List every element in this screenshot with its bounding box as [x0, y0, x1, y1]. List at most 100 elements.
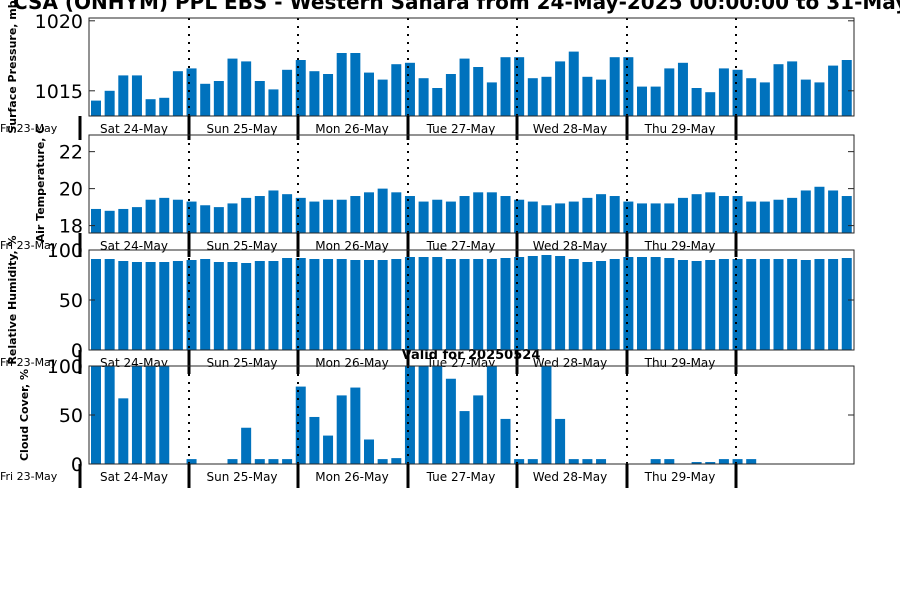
- bar: [364, 192, 374, 233]
- bar: [377, 79, 388, 116]
- bar: [841, 60, 852, 116]
- bar: [309, 201, 320, 233]
- bar: [309, 259, 320, 350]
- bar: [186, 201, 197, 233]
- day-label: Tue 27-May: [426, 122, 496, 136]
- bar: [514, 57, 525, 116]
- bar: [172, 261, 183, 350]
- bar: [486, 192, 497, 233]
- day-label: Sat 24-May: [100, 122, 168, 136]
- bar: [841, 258, 852, 350]
- bar: [555, 61, 566, 116]
- bar: [186, 459, 197, 464]
- bar: [350, 260, 361, 350]
- bar: [459, 196, 470, 233]
- bar: [732, 196, 743, 233]
- axis-box: [88, 365, 855, 465]
- bar: [486, 82, 497, 116]
- bar: [186, 260, 197, 350]
- bar: [104, 259, 115, 350]
- day-label: Tue 27-May: [426, 239, 496, 253]
- bar: [241, 197, 252, 233]
- bar: [800, 79, 811, 116]
- bar: [718, 459, 729, 464]
- bar: [650, 257, 661, 350]
- bar: [432, 257, 443, 350]
- bar: [814, 186, 825, 233]
- bar: [336, 199, 347, 233]
- bar: [718, 68, 729, 116]
- bar: [268, 190, 279, 233]
- bar: [514, 459, 525, 464]
- bar: [350, 53, 361, 116]
- bar: [404, 62, 415, 116]
- bar: [500, 196, 511, 233]
- bar: [254, 196, 265, 233]
- bar: [131, 262, 142, 350]
- bar: [404, 257, 415, 350]
- bar: [732, 259, 743, 350]
- day-label: Sun 25-May: [206, 239, 277, 253]
- bar: [514, 199, 525, 233]
- bar: [445, 259, 456, 350]
- y-tick-label: 100: [47, 356, 83, 378]
- start-date-label: Fri 23-May: [0, 122, 58, 135]
- y-tick-label: 100: [47, 240, 83, 262]
- bar: [568, 259, 579, 350]
- bar: [200, 205, 211, 233]
- bar: [759, 201, 770, 233]
- bar: [241, 263, 252, 350]
- y-tick-label: 20: [59, 179, 83, 201]
- bar: [323, 435, 334, 464]
- bar: [104, 366, 115, 464]
- bar: [828, 190, 839, 233]
- bar: [473, 67, 484, 116]
- bar: [555, 418, 566, 464]
- bar: [213, 207, 224, 233]
- bar: [172, 199, 183, 233]
- bar: [746, 259, 757, 350]
- y-tick-label: 50: [59, 290, 83, 312]
- bar: [650, 459, 661, 464]
- figure-subtitle: Valid for 20250524: [402, 348, 541, 363]
- bar: [336, 259, 347, 350]
- axis-box: [88, 17, 855, 117]
- bar: [650, 203, 661, 233]
- day-label: Mon 26-May: [315, 356, 389, 370]
- bar: [677, 62, 688, 116]
- bar: [186, 68, 197, 116]
- bar: [268, 459, 279, 464]
- bar: [295, 197, 306, 233]
- bar: [241, 61, 252, 116]
- bar: [623, 257, 634, 350]
- bar: [555, 256, 566, 350]
- bar: [691, 462, 702, 464]
- bar: [323, 74, 334, 116]
- bar: [582, 262, 593, 350]
- bar: [596, 194, 607, 233]
- bar: [282, 258, 293, 350]
- bar: [582, 197, 593, 233]
- bar: [568, 459, 579, 464]
- bar: [527, 78, 538, 116]
- start-date-label: Fri 23-May: [0, 356, 58, 369]
- bar: [213, 262, 224, 350]
- bar: [404, 196, 415, 233]
- bar: [241, 427, 252, 464]
- day-label: Sat 24-May: [100, 470, 168, 484]
- bar: [295, 258, 306, 350]
- bar: [814, 82, 825, 116]
- bar: [664, 459, 675, 464]
- bar: [145, 262, 156, 350]
- bar: [637, 86, 647, 116]
- bar: [814, 259, 825, 350]
- bar: [664, 258, 675, 350]
- bar: [500, 418, 511, 464]
- bar: [131, 207, 142, 233]
- bar: [718, 259, 729, 350]
- bar: [800, 190, 811, 233]
- bar: [568, 51, 579, 116]
